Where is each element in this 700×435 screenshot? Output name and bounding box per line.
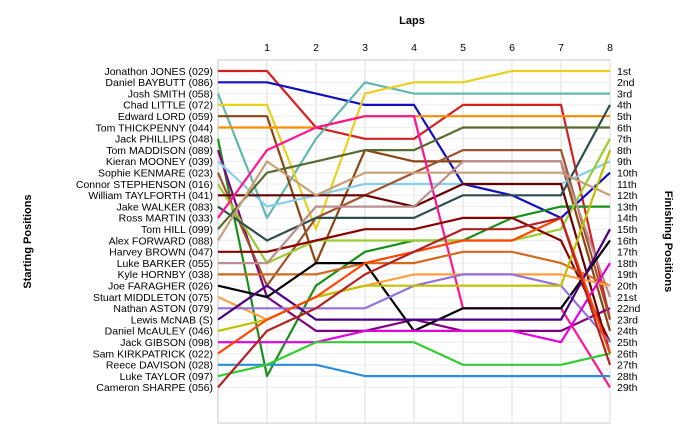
finishing-label: 12th [617, 190, 638, 202]
x-tick-label: 1 [264, 42, 270, 54]
series-line-3 [216, 81, 610, 219]
starting-label: Daniel BAYBUTT (086) [105, 77, 213, 89]
series-line-4 [218, 69, 610, 231]
finishing-label: 29th [617, 382, 638, 394]
finishing-label: 25th [617, 337, 638, 349]
right-axis-title: Finishing Positions [662, 191, 674, 292]
starting-label: Lewis McNAB (S) [131, 314, 213, 326]
starting-label: Sophie KENMARE (023) [98, 168, 213, 180]
x-tick-label: 6 [509, 42, 515, 54]
series-line-23 [217, 228, 611, 321]
x-tick-label: 5 [460, 42, 466, 54]
series-line-1 [218, 69, 612, 320]
starting-label: William TAYLFORTH (041) [88, 190, 213, 202]
finishing-label: 11th [617, 179, 637, 191]
finishing-label: 27th [617, 360, 638, 372]
finishing-label: 4th [617, 100, 632, 112]
finishing-label: 22nd [617, 303, 641, 315]
finishing-label: 2nd [617, 77, 635, 89]
starting-label: Tom HILL (099) [141, 224, 213, 236]
finishing-label: 21st [617, 292, 637, 304]
starting-label: Alex FORWARD (088) [109, 235, 213, 247]
finishing-label: 16th [617, 235, 638, 247]
starting-label: Connor STEPHENSON (016) [76, 179, 213, 191]
finishing-label: 8th [617, 145, 632, 157]
series-line-29 [217, 216, 612, 389]
finishing-label: 5th [617, 111, 632, 123]
starting-label: Cameron SHARPE (056) [96, 382, 213, 394]
starting-label: Tom THICKPENNY (044) [96, 122, 213, 134]
starting-label: Jonathon JONES (029) [104, 66, 213, 78]
finishing-position-labels: 1st2nd3rd4th5th6th7th8th9th10th11th12th1… [617, 66, 641, 394]
starting-label: Luke TAYLOR (097) [120, 371, 213, 383]
starting-label: Reece DAVISON (028) [106, 360, 213, 372]
series-lines [216, 69, 612, 389]
starting-label: Jack PHILLIPS (048) [115, 134, 213, 146]
finishing-label: 26th [617, 348, 638, 360]
finishing-label: 23rd [617, 314, 638, 326]
starting-label: Chad LITTLE (072) [123, 100, 213, 112]
series-line-17 [218, 216, 611, 343]
starting-label: Jack GIBSON (098) [120, 337, 213, 349]
x-tick-label: 4 [411, 42, 417, 54]
finishing-label: 1st [617, 66, 631, 78]
x-axis-title: Laps [399, 15, 425, 27]
finishing-label: 7th [617, 134, 632, 146]
starting-position-labels: Jonathon JONES (029)Daniel BAYBUTT (086)… [76, 66, 213, 394]
finishing-label: 24th [617, 326, 638, 338]
finishing-label: 28th [617, 371, 638, 383]
series-line-25 [218, 262, 611, 344]
finishing-label: 17th [617, 247, 638, 259]
series-line-19 [218, 250, 611, 287]
starting-label: Tom MADDISON (089) [106, 145, 213, 157]
finishing-label: 9th [617, 156, 632, 168]
x-tick-labels: 1 2 3 4 5 6 7 8 [264, 42, 613, 54]
finishing-label: 13th [617, 201, 638, 213]
starting-label: Sam KIRKPATRICK (022) [93, 348, 213, 360]
series-line-13 [217, 104, 611, 242]
finishing-label: 10th [617, 168, 638, 180]
starting-label: Nathan ASTON (079) [113, 303, 213, 315]
series-line-15 [217, 126, 610, 230]
starting-label: Harvey BROWN (047) [109, 247, 213, 259]
starting-label: Edward LORD (059) [118, 111, 213, 123]
starting-label: Kieran MOONEY (039) [106, 156, 213, 168]
finishing-label: 20th [617, 281, 638, 293]
finishing-label: 6th [617, 122, 632, 134]
starting-label: Joe FARAGHER (026) [108, 281, 213, 293]
x-tick-label: 3 [362, 42, 368, 54]
series-line-28 [217, 341, 611, 378]
starting-label: Ross MARTIN (033) [119, 213, 213, 225]
x-tick-label: 8 [607, 42, 613, 54]
starting-label: Josh SMITH (058) [128, 88, 213, 100]
x-tick-label: 7 [558, 42, 564, 54]
series-line-27 [218, 363, 610, 378]
starting-label: Luke BARKER (055) [117, 258, 213, 270]
x-tick-label: 2 [313, 42, 319, 54]
starting-label: Kyle HORNBY (038) [117, 269, 213, 281]
starting-label: Jake WALKER (083) [117, 201, 213, 213]
finishing-label: 15th [617, 224, 638, 236]
starting-label: Stuart MIDDLETON (075) [93, 292, 213, 304]
finishing-label: 19th [617, 269, 638, 281]
finishing-label: 14th [617, 213, 638, 225]
left-axis-title: Starting Positions [22, 194, 34, 288]
finishing-label: 3rd [617, 88, 632, 100]
series-line-18 [218, 160, 612, 298]
finishing-label: 18th [617, 258, 638, 270]
series-line-16 [217, 160, 611, 242]
starting-label: Daniel McAULEY (046) [105, 326, 213, 338]
